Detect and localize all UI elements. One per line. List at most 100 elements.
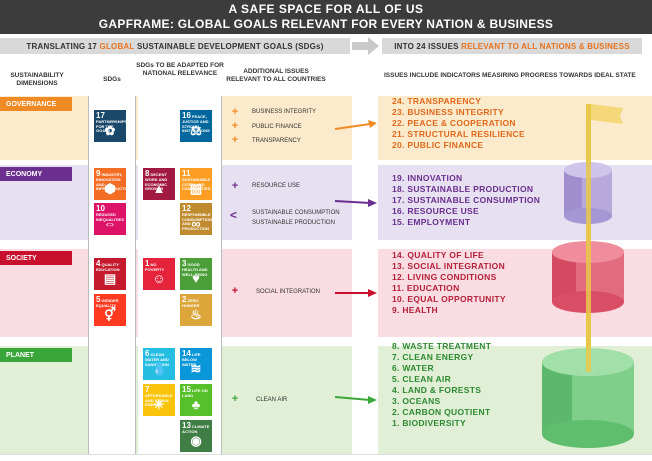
sdg-tile-17: 17PARTNERSHIPS FOR THE GOALS ✿ bbox=[94, 110, 126, 142]
sdg-tile-number: 16 bbox=[182, 111, 191, 120]
sdg-tile-title: SUSTAINABLE CITIES AND COMMUNITIES bbox=[182, 177, 211, 191]
sdg-tile-number: 13 bbox=[182, 421, 191, 430]
arrow-right-icon bbox=[334, 199, 377, 207]
partnership-icon: ✿ bbox=[104, 123, 116, 138]
dimension-label-society: SOCIETY bbox=[0, 251, 72, 265]
growth-icon: ▲ bbox=[152, 181, 166, 196]
sdg-tile-number: 6 bbox=[145, 349, 150, 358]
sdg-tile-number: 12 bbox=[182, 204, 191, 213]
issue-item: 17. SUSTAINABLE CONSUMPTION bbox=[392, 195, 541, 205]
issue-item: 23. BUSINESS INTEGRITY bbox=[392, 107, 504, 117]
additional-issue-clean-air: CLEAN AIR bbox=[256, 397, 288, 403]
issue-item: 22. PEACE & COOPERATION bbox=[392, 118, 516, 128]
bowl-icon: ♨ bbox=[190, 307, 202, 322]
banner-right-highlight: RELEVANT TO ALL NATIONS & BUSINESS bbox=[461, 41, 630, 51]
column-header-adapted-sdgs: SDGs TO BE ADAPTED FOR NATIONAL RELEVANC… bbox=[136, 62, 224, 77]
issues-list-planet: 8. WASTE TREATMENT 7. CLEAN ENERGY 6. WA… bbox=[392, 341, 491, 429]
sdg-tile-title: LIFE BELOW WATER bbox=[182, 352, 201, 367]
additional-issue-business-integrity: BUSINESS INTEGRITY bbox=[252, 109, 317, 115]
issue-item: 13. SOCIAL INTEGRATION bbox=[392, 261, 506, 271]
sdg-tile-title: NO POVERTY bbox=[145, 262, 165, 272]
book-icon: ▤ bbox=[103, 271, 117, 286]
industry-icon: ⬢ bbox=[104, 181, 116, 196]
issue-item: 16. RESOURCE USE bbox=[392, 206, 479, 216]
sdg-tile-number: 11 bbox=[182, 169, 191, 178]
infinity-icon: ∞ bbox=[191, 216, 201, 231]
less-than-icon: < bbox=[230, 208, 238, 222]
sdg-tile-16: 16PEACE, JUSTICE AND STRONG INSTITUTIONS… bbox=[180, 110, 212, 142]
banner-24-issues: INTO 24 ISSUES RELEVANT TO ALL NATIONS &… bbox=[382, 38, 642, 54]
fish-icon: ≋ bbox=[190, 361, 202, 376]
issue-item: 3. OCEANS bbox=[392, 396, 441, 406]
column-header-dimensions: SUSTAINABILITY DIMENSIONS bbox=[10, 72, 64, 87]
arrow-right-icon bbox=[335, 289, 377, 297]
sdg-tile-title: LIFE ON LAND bbox=[182, 388, 208, 398]
sdg-tile-13: 13CLIMATE ACTION ◉ bbox=[180, 420, 212, 452]
sdg-tile-5: 5GENDER EQUALITY ⚥ bbox=[94, 294, 126, 326]
issue-item: 14. QUALITY OF LIFE bbox=[392, 250, 484, 260]
banner-left-post: SUSTAINABLE DEVELOPMENT GOALS (SDGs) bbox=[136, 41, 324, 51]
issue-item: 8. WASTE TREATMENT bbox=[392, 341, 492, 351]
sdg-tile-12: 12RESPONSIBLE CONSUMPTION AND PRODUCTION… bbox=[180, 203, 212, 235]
sdg-tile-number: 2 bbox=[182, 295, 187, 304]
issue-item: 15. EMPLOYMENT bbox=[392, 217, 471, 227]
column-header-indicators: ISSUES INCLUDE INDICATORS MEASIRING PROG… bbox=[384, 72, 636, 79]
issue-item: 19. INNOVATION bbox=[392, 173, 463, 183]
sdg-tile-number: 8 bbox=[145, 169, 150, 178]
plus-icon: + bbox=[231, 285, 239, 297]
sdg-tile-10: 10REDUCED INEQUALITIES ⇔ bbox=[94, 203, 126, 235]
additional-issue-social-integration: SOCIAL INTEGRATION bbox=[256, 289, 321, 295]
issue-item: 24. TRANSPARENCY bbox=[392, 96, 482, 106]
sdg-tile-title: RESPONSIBLE CONSUMPTION AND PRODUCTION bbox=[182, 212, 212, 231]
issue-item: 9. HEALTH bbox=[392, 305, 438, 315]
sun-icon: ☀ bbox=[153, 397, 165, 412]
sdg-tile-1: 1NO POVERTY ☺ bbox=[143, 258, 175, 290]
plus-icon: + bbox=[231, 393, 239, 405]
heartbeat-icon: ♥ bbox=[192, 271, 200, 286]
dimension-label-planet: PLANET bbox=[0, 348, 72, 362]
dimension-label-governance: GOVERNANCE bbox=[0, 97, 72, 111]
sdg-tile-title: CLEAN WATER AND SANITATION bbox=[145, 352, 169, 367]
sdg-tile-4: 4QUALITY EDUCATION ▤ bbox=[94, 258, 126, 290]
sdg-tile-number: 14 bbox=[182, 349, 191, 358]
sdg-tile-title: REDUCED INEQUALITIES bbox=[96, 212, 125, 222]
sdg-tile-number: 1 bbox=[145, 259, 150, 268]
sdg-tile-2: 2ZERO HUNGER ♨ bbox=[180, 294, 212, 326]
sdg-tile-8: 8DECENT WORK AND ECONOMIC GROWTH ▲ bbox=[143, 168, 175, 200]
arrow-right-icon bbox=[334, 120, 377, 130]
governance-band-edge bbox=[640, 96, 652, 160]
banner-arrow-icon bbox=[352, 37, 379, 55]
society-band-edge bbox=[640, 249, 652, 337]
sdg-tile-number: 10 bbox=[96, 204, 105, 213]
bottom-divider bbox=[0, 454, 652, 455]
inequality-icon: ⇔ bbox=[103, 216, 117, 231]
additional-issue-sustainable-production: SUSTAINABLE PRODUCTION bbox=[252, 220, 335, 226]
issue-item: 6. WATER bbox=[392, 363, 434, 373]
issues-list-governance: 24. TRANSPARENCY 23. BUSINESS INTEGRITY … bbox=[392, 96, 525, 151]
banner-right-pre: INTO 24 ISSUES bbox=[394, 41, 459, 51]
sdg-tile-title: PARTNERSHIPS FOR THE GOALS bbox=[96, 119, 126, 133]
sdg-tile-title: CLIMATE ACTION bbox=[182, 424, 210, 434]
issue-item: 5. CLEAN AIR bbox=[392, 374, 452, 384]
sdg-tile-number: 3 bbox=[182, 259, 187, 268]
sdg-tile-title: INDUSTRY, INNOVATION AND INFRASTRUCTURE bbox=[96, 172, 126, 191]
gapframe-tower-illustration bbox=[542, 104, 634, 448]
additional-issue-transparency: TRANSPARENCY bbox=[252, 138, 301, 144]
sdg-tile-9: 9INDUSTRY, INNOVATION AND INFRASTRUCTURE… bbox=[94, 168, 126, 200]
issue-item: 11. EDUCATION bbox=[392, 283, 460, 293]
sdg-tile-number: 7 bbox=[145, 385, 150, 394]
plus-icon: + bbox=[231, 180, 239, 192]
plus-icon: + bbox=[231, 134, 239, 146]
sdg-tile-title: DECENT WORK AND ECONOMIC GROWTH bbox=[145, 172, 168, 191]
economy-band-edge bbox=[640, 165, 652, 240]
issues-list-economy: 19. INNOVATION 18. SUSTAINABLE PRODUCTIO… bbox=[392, 173, 540, 228]
sdg-tile-number: 15 bbox=[182, 385, 191, 394]
sdg-tile-title: ZERO HUNGER bbox=[182, 298, 200, 308]
issue-item: 21. STRUCTURAL RESILIENCE bbox=[392, 129, 525, 139]
sdg-tile-number: 5 bbox=[96, 295, 101, 304]
banner-translating-sdgs: TRANSLATING 17 GLOBAL SUSTAINABLE DEVELO… bbox=[0, 38, 350, 54]
sdg-tile-14: 14LIFE BELOW WATER ≋ bbox=[180, 348, 212, 380]
arrow-right-icon bbox=[334, 396, 377, 404]
plus-icon: + bbox=[231, 120, 239, 132]
family-icon: ☺ bbox=[152, 271, 166, 286]
